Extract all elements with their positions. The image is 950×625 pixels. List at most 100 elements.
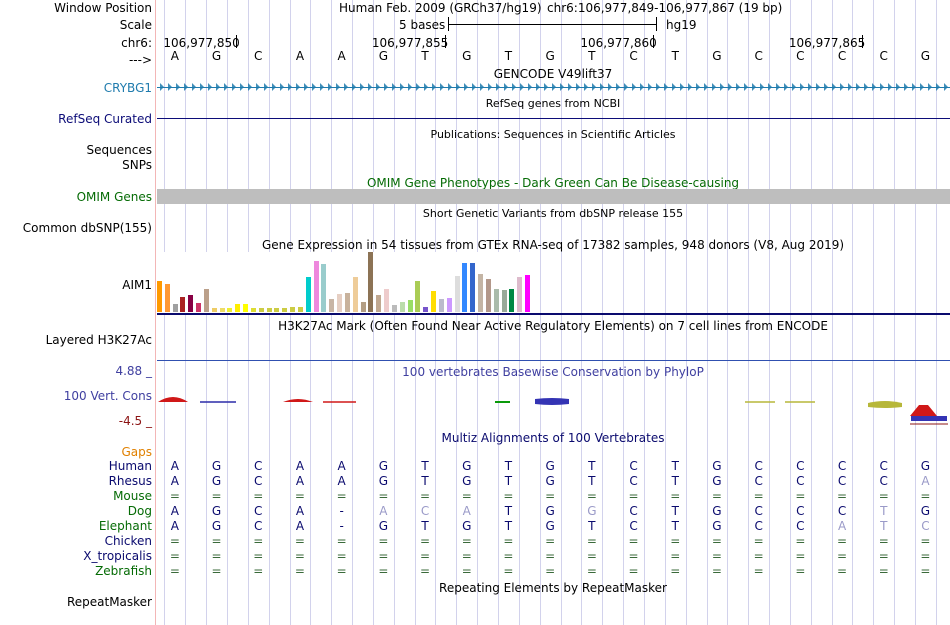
- alignment-base: =: [795, 489, 806, 503]
- species-label[interactable]: Rhesus: [108, 474, 152, 488]
- gtex-bar[interactable]: [180, 297, 186, 312]
- alignment-base: =: [711, 564, 722, 578]
- alignment-base: T: [504, 474, 513, 488]
- alignment-base: =: [378, 549, 389, 563]
- label-divider[interactable]: [155, 0, 156, 625]
- gtex-label[interactable]: AIM1: [122, 278, 152, 292]
- gtex-bar[interactable]: [157, 281, 162, 312]
- gtex-bar[interactable]: [407, 300, 413, 312]
- gtex-bar[interactable]: [384, 289, 390, 312]
- gtex-bar[interactable]: [211, 308, 217, 312]
- gtex-bar[interactable]: [431, 291, 437, 312]
- gtex-bar[interactable]: [462, 263, 468, 312]
- gtex-bar[interactable]: [203, 289, 209, 312]
- position-title[interactable]: chr6:106,977,849-106,977,867 (19 bp): [547, 1, 783, 15]
- strand-arrow: [504, 83, 508, 91]
- gtex-bar[interactable]: [454, 276, 460, 312]
- h3k27ac-signal[interactable]: [157, 360, 950, 361]
- gtex-bar[interactable]: [517, 277, 523, 312]
- species-label[interactable]: Chicken: [104, 534, 152, 548]
- species-label[interactable]: Mouse: [113, 489, 152, 503]
- gtex-bar[interactable]: [501, 290, 507, 312]
- gtex-bar[interactable]: [360, 302, 366, 312]
- gtex-bar[interactable]: [509, 289, 515, 312]
- phylop-logo-track[interactable]: [0, 390, 950, 450]
- strand-arrow: [856, 83, 860, 91]
- refseq-gene-line[interactable]: [157, 118, 950, 119]
- alignment-base: C: [837, 504, 847, 518]
- strand-arrow: [680, 83, 684, 91]
- gtex-bar[interactable]: [368, 252, 374, 312]
- gtex-bar[interactable]: [525, 275, 530, 312]
- gtex-bar[interactable]: [337, 294, 343, 312]
- gtex-bar[interactable]: [258, 308, 264, 312]
- alignment-base: A: [921, 474, 930, 488]
- grid-line: [789, 0, 791, 625]
- strand-arrow: [776, 83, 780, 91]
- gtex-bar[interactable]: [290, 307, 296, 312]
- gtex-bar[interactable]: [415, 281, 421, 312]
- repeatmasker-label[interactable]: RepeatMasker: [66, 595, 152, 609]
- gtex-bar[interactable]: [344, 293, 350, 312]
- refseq-label[interactable]: RefSeq Curated: [58, 112, 152, 126]
- phylop-label[interactable]: 100 Vert. Cons: [63, 389, 152, 403]
- gtex-bar[interactable]: [305, 277, 311, 312]
- gtex-bar[interactable]: [329, 299, 335, 312]
- strand-arrow: [312, 83, 316, 91]
- gtex-bar[interactable]: [321, 264, 327, 312]
- species-label[interactable]: Elephant: [98, 519, 152, 533]
- alignment-base: -: [339, 504, 344, 518]
- gtex-bar[interactable]: [438, 299, 444, 312]
- alignment-base: =: [294, 489, 305, 503]
- gtex-bar[interactable]: [196, 303, 202, 312]
- strand-arrow: [496, 83, 500, 91]
- gtex-bar[interactable]: [274, 308, 280, 312]
- dbsnp-label[interactable]: Common dbSNP(155): [22, 221, 152, 235]
- gtex-bar[interactable]: [376, 295, 382, 312]
- alignment-base: =: [670, 549, 681, 563]
- snps-label[interactable]: SNPs: [122, 158, 152, 172]
- gtex-bar[interactable]: [235, 304, 241, 312]
- sequences-label[interactable]: Sequences: [86, 143, 152, 157]
- gtex-bar[interactable]: [470, 263, 476, 312]
- omim-feature-bar[interactable]: [157, 189, 950, 204]
- species-label[interactable]: Zebrafish: [95, 564, 152, 578]
- gaps-label[interactable]: Gaps: [121, 445, 152, 459]
- h3k27ac-label[interactable]: Layered H3K27Ac: [45, 333, 152, 347]
- alignment-base: A: [337, 459, 346, 473]
- omim-label[interactable]: OMIM Genes: [76, 190, 152, 204]
- gtex-bar[interactable]: [352, 277, 358, 312]
- gtex-bar[interactable]: [172, 304, 178, 312]
- alignment-base: C: [796, 459, 805, 473]
- gtex-bar[interactable]: [313, 261, 319, 312]
- gtex-bar[interactable]: [164, 284, 170, 312]
- gtex-bar[interactable]: [485, 279, 491, 312]
- species-label[interactable]: X_tropicalis: [83, 549, 152, 563]
- gtex-bar[interactable]: [188, 295, 194, 312]
- gtex-bar[interactable]: [391, 305, 397, 312]
- gtex-bar[interactable]: [282, 308, 288, 312]
- strand-arrow: [912, 83, 916, 91]
- gtex-bar[interactable]: [446, 298, 452, 312]
- gtex-bar[interactable]: [297, 307, 303, 312]
- gtex-bar[interactable]: [227, 308, 233, 312]
- gtex-bar[interactable]: [250, 308, 256, 312]
- gtex-bar[interactable]: [493, 289, 499, 312]
- gtex-bar[interactable]: [219, 308, 225, 312]
- strand-arrow: [344, 83, 348, 91]
- scale-bar: [448, 24, 656, 25]
- gtex-bar[interactable]: [478, 274, 484, 312]
- gtex-bar[interactable]: [423, 307, 429, 312]
- gencode-label[interactable]: CRYBG1: [103, 81, 152, 95]
- species-label[interactable]: Dog: [127, 504, 152, 518]
- strand-arrow: [712, 83, 716, 91]
- gtex-bar[interactable]: [243, 304, 249, 312]
- gtex-bar[interactable]: [266, 308, 272, 312]
- ruler-tick-label: 106,977,855: [371, 36, 449, 50]
- reference-base: G: [211, 49, 222, 63]
- grid-line: [915, 0, 917, 625]
- gtex-bar[interactable]: [399, 302, 405, 312]
- strand-arrow: [288, 83, 292, 91]
- species-label[interactable]: Human: [108, 459, 152, 473]
